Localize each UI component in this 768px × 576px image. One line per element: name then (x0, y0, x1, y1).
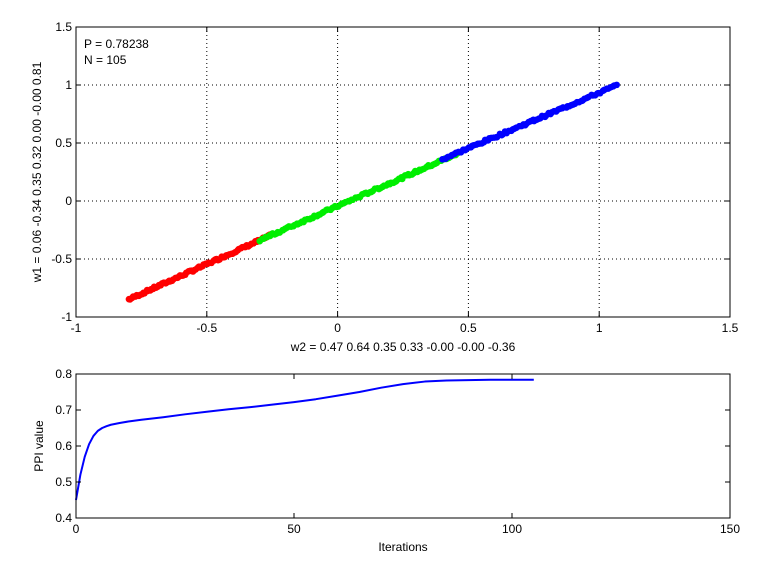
scatter-x-tick-label: 1.5 (722, 321, 739, 335)
line-axes: 0 50 100 150 0.4 0.5 0.6 0.7 0.8 Iterations PPI … (32, 367, 740, 554)
scatter-grid (76, 27, 730, 317)
scatter-y-tick-label: -1 (61, 310, 72, 324)
line-x-tick-label: 50 (287, 522, 301, 536)
scatter-y-tick-label: 0 (65, 194, 72, 208)
scatter-y-tick-label: -0.5 (51, 252, 72, 266)
line-y-axis-label: PPI value (32, 420, 46, 472)
scatter-axes-box (75, 26, 731, 318)
line-x-tick-label: 100 (502, 522, 522, 536)
line-y-tick-label: 0.6 (55, 439, 72, 453)
line-y-tick-label: 0.7 (55, 403, 72, 417)
line-x-tick-label: 150 (720, 522, 740, 536)
scatter-x-tick-label: 0 (334, 321, 341, 335)
scatter-y-tick-label: 1.5 (55, 20, 72, 34)
scatter-plot-area (76, 27, 730, 317)
scatter-x-tick-label: 1 (596, 321, 603, 335)
scatter-y-tick-label: 1 (65, 78, 72, 92)
line-y-tick-label: 0.5 (55, 475, 72, 489)
scatter-y-tick-label: 0.5 (55, 136, 72, 150)
scatter-x-tick-label: -0.5 (196, 321, 217, 335)
line-y-tick-label: 0.4 (55, 511, 72, 525)
scatter-axes: -1 -0.5 0 0.5 1 1.5 -1 -0.5 0 0.5 1 1.5 P = 0.78238… (30, 20, 739, 354)
annotation-n-count: N = 105 (84, 53, 127, 67)
scatter-points (125, 81, 620, 303)
annotation-p-value: P = 0.78238 (84, 37, 149, 51)
line-series (75, 378, 534, 501)
line-plot-area (76, 374, 730, 518)
scatter-x-axis-label: w2 = 0.47 0.64 0.35 0.33 -0.00 -0.00 -0.… (290, 340, 516, 354)
line-y-tick-label: 0.8 (55, 367, 72, 381)
scatter-x-tick-label: 0.5 (460, 321, 477, 335)
scatter-point (613, 81, 620, 89)
line-x-tick-label: 0 (73, 522, 80, 536)
scatter-y-axis-label: w1 = 0.06 -0.34 0.35 0.32 0.00 -0.00 0.8… (30, 61, 44, 283)
line-ticks: 0 50 100 150 0.4 0.5 0.6 0.7 0.8 (55, 367, 740, 536)
line-x-axis-label: Iterations (378, 540, 427, 554)
scatter-ticks: -1 -0.5 0 0.5 1 1.5 -1 -0.5 0 0.5 1 1.5 (51, 20, 738, 335)
ppi-value-line (75, 378, 534, 501)
scatter-x-tick-label: -1 (71, 321, 82, 335)
